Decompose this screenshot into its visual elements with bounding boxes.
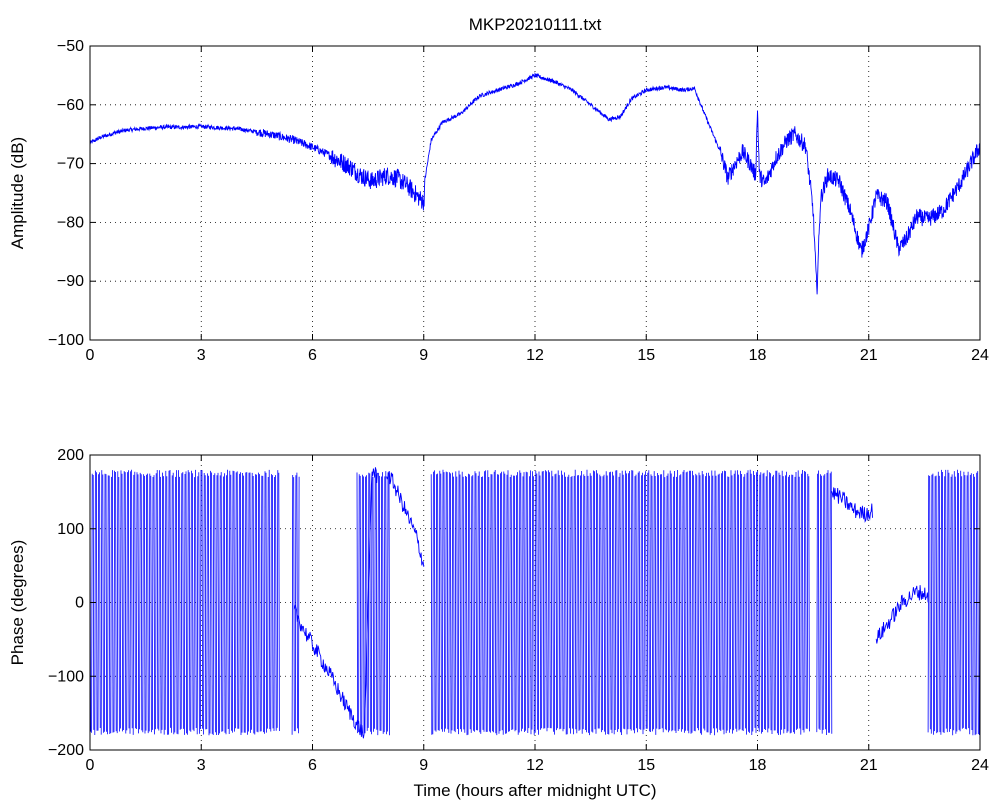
y-axis-label: Phase (degrees) [8, 540, 27, 666]
phase-series-line [386, 470, 425, 567]
phase-series-line [831, 487, 873, 523]
y-axis-label: Amplitude (dB) [8, 137, 27, 249]
phase-axes: 0 3 6 9 12 15 18 21 24 −200 −100 0 100 200 Time (hours… [8, 447, 989, 800]
x-tick-label: 9 [419, 757, 428, 774]
y-tick-label: −80 [57, 214, 84, 231]
x-tick-label: 3 [197, 757, 206, 774]
x-tick-label: 18 [749, 757, 767, 774]
x-tick-label: 21 [860, 347, 878, 364]
x-tick-label: 12 [526, 757, 544, 774]
amplitude-series-line [90, 72, 980, 295]
y-tick-label: −100 [48, 332, 84, 349]
x-tick-label: 6 [308, 757, 317, 774]
phase-series-line [293, 467, 378, 739]
y-tick-label: 200 [57, 447, 84, 464]
x-tick-label: 9 [419, 347, 428, 364]
data-layer [90, 467, 980, 739]
x-tick-label: 24 [971, 757, 989, 774]
phase-wrapped-region [90, 469, 980, 736]
y-tick-label: −70 [57, 156, 84, 173]
phase-series-line [875, 585, 929, 644]
x-tick-label: 18 [749, 347, 767, 364]
x-tick-label: 15 [637, 757, 655, 774]
y-tick-label: −100 [48, 668, 84, 685]
x-tick-label: 0 [86, 347, 95, 364]
amplitude-axes: 0 3 6 9 12 15 18 21 24 −100 −90 −80 −70 −60 −50 MKP2021… [8, 15, 989, 364]
x-tick-label: 12 [526, 347, 544, 364]
x-tick-label: 24 [971, 347, 989, 364]
x-tick-label: 21 [860, 757, 878, 774]
y-tick-label: −90 [57, 273, 84, 290]
y-tick-label: −200 [48, 742, 84, 759]
data-layer [90, 72, 980, 295]
x-tick-label: 3 [197, 347, 206, 364]
x-axis-label: Time (hours after midnight UTC) [413, 781, 656, 800]
y-tick-label: 0 [75, 595, 84, 612]
y-tick-label: −60 [57, 97, 84, 114]
x-tick-label: 15 [637, 347, 655, 364]
x-tick-label: 6 [308, 347, 317, 364]
grid [90, 46, 980, 340]
axes-frame [89, 45, 981, 341]
y-tick-label: −50 [57, 38, 84, 55]
x-tick-label: 0 [86, 757, 95, 774]
chart-title: MKP20210111.txt [469, 15, 602, 34]
y-tick-label: 100 [57, 521, 84, 538]
